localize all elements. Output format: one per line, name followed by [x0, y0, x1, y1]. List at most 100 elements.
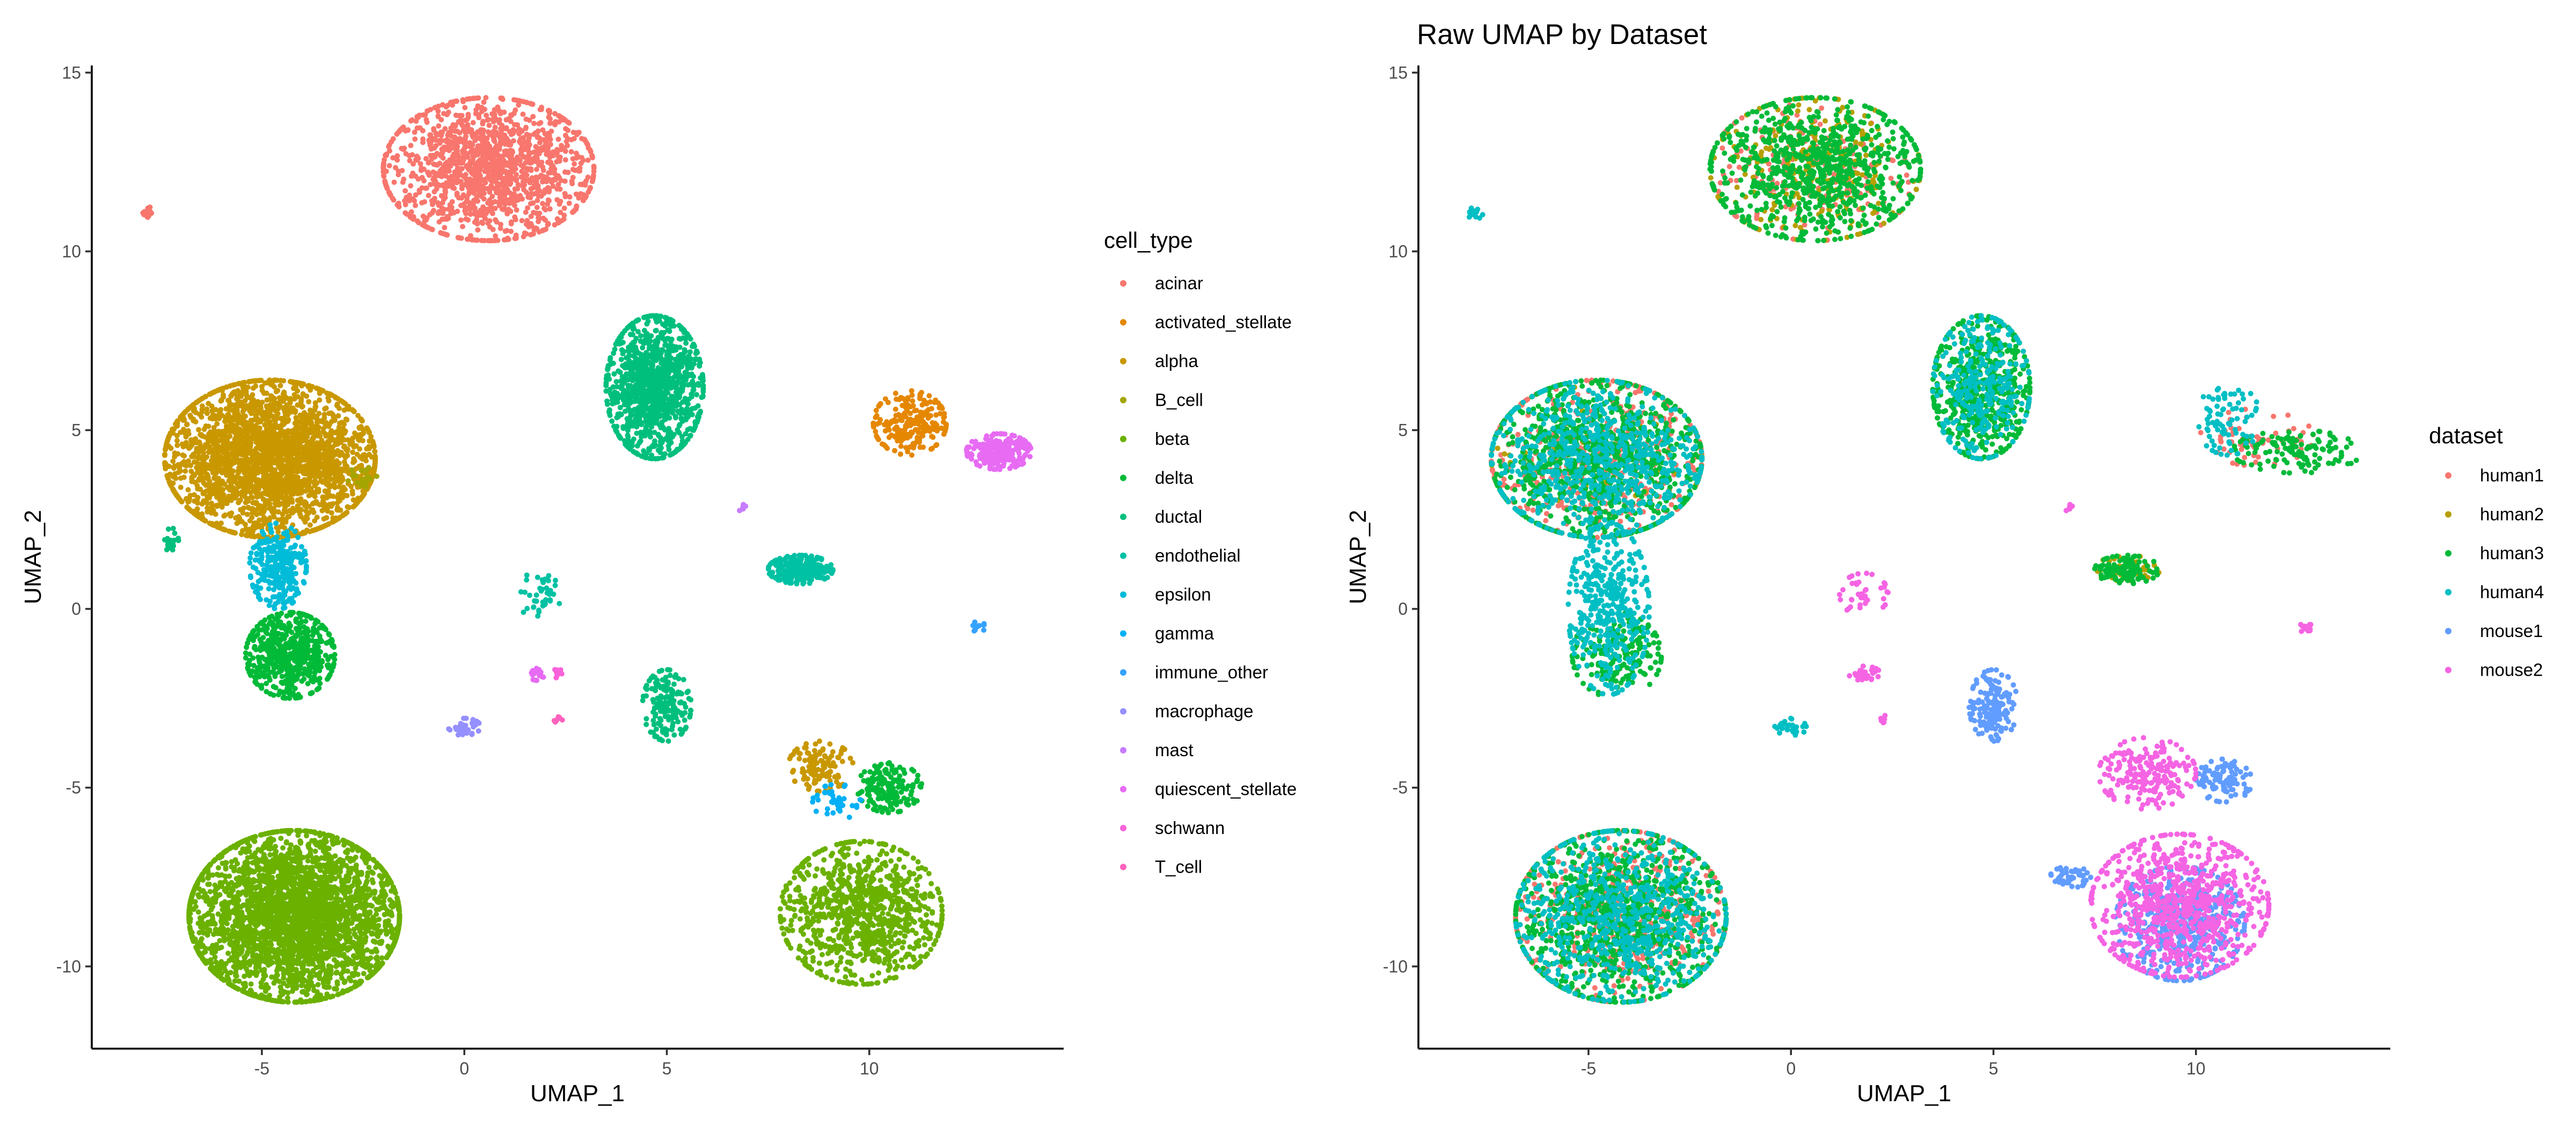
point — [441, 197, 447, 202]
point — [581, 192, 587, 197]
point — [189, 454, 194, 459]
point — [382, 157, 387, 163]
point — [547, 155, 553, 160]
point — [209, 509, 214, 514]
point — [444, 137, 449, 143]
point — [804, 750, 810, 756]
point — [230, 469, 236, 474]
point — [402, 188, 408, 194]
point — [546, 131, 552, 137]
point — [451, 158, 457, 164]
point — [372, 449, 377, 454]
point — [221, 392, 226, 398]
point — [408, 118, 414, 123]
point — [210, 456, 216, 462]
point — [882, 422, 887, 427]
point — [442, 225, 447, 230]
point — [563, 126, 568, 131]
point — [480, 153, 486, 159]
point — [308, 522, 313, 528]
point — [338, 398, 343, 403]
point — [332, 415, 338, 420]
point — [292, 409, 298, 415]
point — [296, 462, 301, 467]
point — [570, 156, 576, 162]
point — [467, 96, 473, 101]
point — [320, 472, 326, 478]
point — [284, 402, 290, 408]
point — [529, 232, 534, 237]
point — [493, 217, 498, 223]
point — [425, 225, 430, 230]
point — [589, 153, 595, 158]
point — [836, 784, 841, 789]
point — [914, 435, 920, 440]
point — [209, 466, 215, 471]
point — [346, 505, 352, 510]
point — [567, 201, 572, 206]
point — [211, 482, 216, 488]
point — [463, 139, 468, 144]
point — [171, 426, 177, 431]
point — [497, 164, 503, 169]
point — [486, 123, 492, 128]
point — [511, 111, 517, 116]
point — [214, 448, 219, 453]
point — [209, 522, 214, 527]
point — [469, 237, 474, 243]
point — [218, 482, 224, 487]
point — [552, 111, 558, 116]
point — [358, 432, 363, 437]
point — [928, 447, 934, 452]
point — [272, 442, 277, 447]
point — [483, 165, 488, 170]
point — [463, 172, 469, 177]
point — [277, 383, 283, 389]
point — [558, 199, 563, 204]
point — [216, 444, 221, 449]
point — [485, 170, 491, 175]
point — [470, 181, 475, 186]
point — [206, 449, 211, 455]
point — [470, 142, 475, 148]
point — [432, 105, 437, 111]
point — [487, 208, 493, 214]
point — [446, 207, 451, 212]
point — [301, 453, 306, 458]
point — [350, 450, 355, 455]
point — [923, 422, 928, 427]
point — [434, 131, 439, 136]
point — [141, 212, 147, 217]
point — [409, 152, 415, 157]
point — [474, 210, 479, 216]
point — [791, 752, 796, 757]
point — [390, 155, 396, 160]
point — [357, 426, 362, 431]
point — [221, 514, 226, 519]
point — [420, 140, 426, 145]
point — [202, 394, 208, 399]
point — [435, 113, 441, 119]
point — [301, 531, 306, 536]
point — [471, 120, 476, 126]
point — [245, 460, 251, 466]
point — [381, 173, 386, 178]
point — [926, 427, 932, 432]
point — [513, 166, 518, 172]
point — [218, 521, 224, 526]
point — [929, 434, 934, 439]
point — [412, 136, 418, 142]
point — [308, 475, 313, 480]
point — [942, 411, 947, 416]
point — [466, 129, 471, 134]
point — [250, 392, 255, 398]
series-alpha — [162, 377, 855, 794]
point — [408, 183, 413, 188]
point — [511, 138, 516, 144]
point — [238, 394, 244, 399]
point — [312, 407, 318, 413]
point — [546, 114, 552, 120]
point — [408, 143, 413, 148]
point — [497, 195, 503, 200]
